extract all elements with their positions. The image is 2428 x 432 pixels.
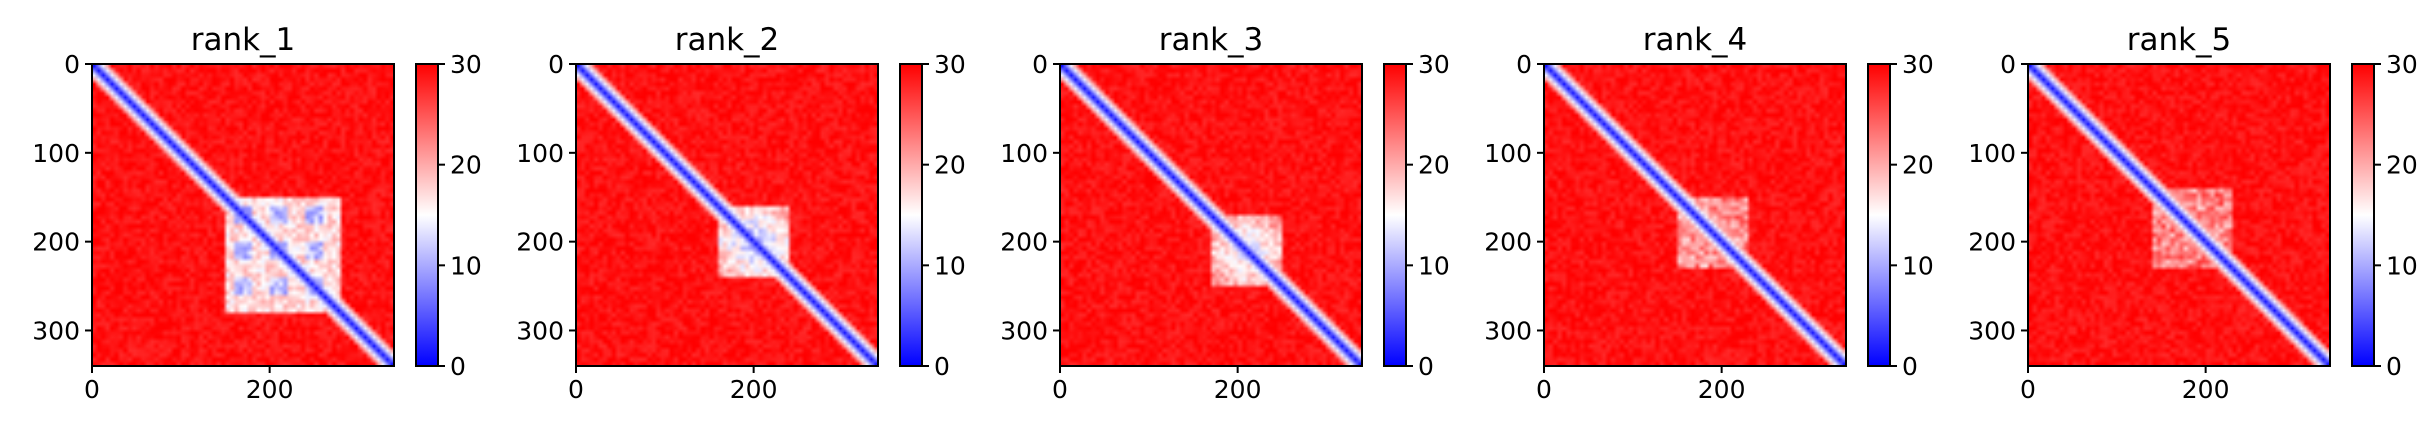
plot-frame	[1059, 63, 1363, 367]
x-tick-label: 200	[1214, 375, 1262, 404]
plot-frame	[575, 63, 879, 367]
x-tick-label: 0	[84, 375, 100, 404]
y-tick-label: 200	[1484, 228, 1532, 257]
colorbar-tick-label: 30	[2386, 50, 2418, 79]
plot-frame	[2027, 63, 2331, 367]
y-tick-label: 0	[1516, 50, 1532, 79]
colorbar-tick-label: 0	[1418, 352, 1434, 381]
x-tick-label: 0	[568, 375, 584, 404]
colorbar-frame	[415, 63, 439, 367]
x-tick-label: 0	[2020, 375, 2036, 404]
y-tick-label: 200	[32, 228, 80, 257]
y-tick-label: 300	[1000, 316, 1048, 345]
colorbar-tick-label: 10	[450, 251, 482, 280]
colorbar-tick-label: 0	[450, 352, 466, 381]
x-tick-label: 200	[730, 375, 778, 404]
colorbar	[2352, 64, 2374, 366]
panel-2: rank_2 0 200 0 100 200 300 0 10 20 30	[516, 22, 966, 404]
heatmap-image	[92, 64, 394, 366]
colorbar	[1384, 64, 1406, 366]
y-tick-label: 200	[516, 228, 564, 257]
panel-3: rank_3 0 200 0 100 200 300 0 10 20 30	[1000, 22, 1450, 404]
heatmap-image	[1544, 64, 1846, 366]
panel-5: rank_5 0 200 0 100 200 300 0 10 20 30	[1968, 22, 2418, 404]
y-tick-label: 100	[1000, 139, 1048, 168]
y-tick-label: 0	[1032, 50, 1048, 79]
plot-frame	[1543, 63, 1847, 367]
y-tick-label: 100	[32, 139, 80, 168]
colorbar-tick-label: 30	[934, 50, 966, 79]
colorbar-tick-label: 10	[1418, 251, 1450, 280]
colorbar-frame	[1867, 63, 1891, 367]
y-tick-label: 200	[1968, 228, 2016, 257]
panel-title: rank_2	[675, 22, 780, 58]
heatmap-image	[576, 64, 878, 366]
colorbar-tick-label: 0	[2386, 352, 2402, 381]
panel-title: rank_1	[191, 22, 296, 58]
colorbar	[416, 64, 438, 366]
heatmap-image	[1060, 64, 1362, 366]
y-tick-label: 0	[548, 50, 564, 79]
x-tick-label: 200	[246, 375, 294, 404]
colorbar-frame	[1383, 63, 1407, 367]
y-tick-label: 0	[2000, 50, 2016, 79]
y-tick-label: 100	[1968, 139, 2016, 168]
panel-1: rank_1 0 200 0 100 200 300 0 10 20 30	[32, 22, 482, 404]
y-tick-label: 300	[516, 316, 564, 345]
colorbar	[1868, 64, 1890, 366]
x-tick-label: 200	[2182, 375, 2230, 404]
panel-title: rank_3	[1159, 22, 1264, 58]
colorbar-frame	[899, 63, 923, 367]
colorbar-tick-label: 10	[1902, 251, 1934, 280]
colorbar-tick-label: 30	[450, 50, 482, 79]
panel-title: rank_5	[2127, 22, 2232, 58]
panel-title: rank_4	[1643, 22, 1748, 58]
colorbar-tick-label: 20	[2386, 151, 2418, 180]
plot-frame	[91, 63, 395, 367]
heatmap-image	[2028, 64, 2330, 366]
colorbar-tick-label: 30	[1902, 50, 1934, 79]
y-tick-label: 300	[1968, 316, 2016, 345]
y-tick-label: 0	[64, 50, 80, 79]
colorbar-tick-label: 20	[1418, 151, 1450, 180]
colorbar	[900, 64, 922, 366]
colorbar-tick-label: 0	[1902, 352, 1918, 381]
x-tick-label: 0	[1536, 375, 1552, 404]
y-tick-label: 100	[516, 139, 564, 168]
y-tick-label: 300	[1484, 316, 1532, 345]
colorbar-tick-label: 10	[934, 251, 966, 280]
x-tick-label: 200	[1698, 375, 1746, 404]
colorbar-tick-label: 20	[1902, 151, 1934, 180]
panel-4: rank_4 0 200 0 100 200 300 0 10 20 30	[1484, 22, 1934, 404]
colorbar-tick-label: 30	[1418, 50, 1450, 79]
x-tick-label: 0	[1052, 375, 1068, 404]
colorbar-tick-label: 20	[934, 151, 966, 180]
colorbar-tick-label: 0	[934, 352, 950, 381]
colorbar-tick-label: 10	[2386, 251, 2418, 280]
y-tick-label: 100	[1484, 139, 1532, 168]
colorbar-tick-label: 20	[450, 151, 482, 180]
y-tick-label: 200	[1000, 228, 1048, 257]
y-tick-label: 300	[32, 316, 80, 345]
colorbar-frame	[2351, 63, 2375, 367]
